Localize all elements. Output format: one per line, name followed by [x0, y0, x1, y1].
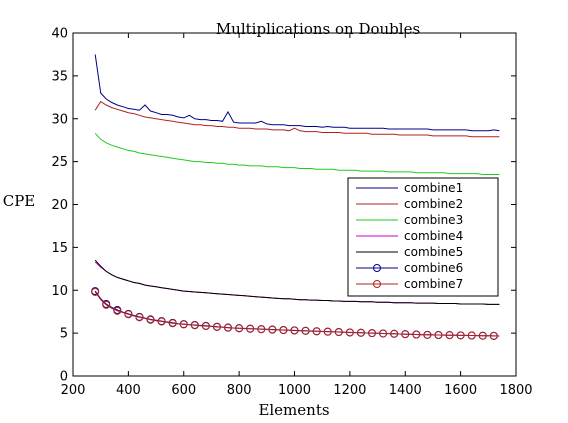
- legend-label-combine2: combine2: [404, 197, 463, 211]
- y-tick-label: 25: [51, 155, 68, 170]
- x-tick-label: 1400: [389, 383, 422, 398]
- legend-label-combine3: combine3: [404, 213, 463, 227]
- x-tick-label: 1200: [333, 383, 366, 398]
- x-tick-label: 600: [171, 383, 196, 398]
- y-tick-label: 35: [51, 69, 68, 84]
- x-tick-label: 400: [116, 383, 141, 398]
- y-axis-label: CPE: [3, 192, 36, 210]
- series-line-combine2: [95, 102, 499, 137]
- chart-title: Multiplications on Doubles: [216, 20, 420, 38]
- series-line-combine1: [95, 54, 499, 130]
- legend-label-combine4: combine4: [404, 229, 463, 243]
- y-tick-label: 20: [51, 198, 68, 213]
- x-tick-label: 200: [61, 383, 86, 398]
- x-axis-label: Elements: [258, 401, 329, 419]
- legend: combine1 combine2 combine3 combine4 combine5…: [348, 178, 498, 296]
- y-tick-label: 30: [51, 112, 68, 127]
- legend-label-combine6: combine6: [404, 261, 463, 275]
- y-tick-label: 0: [60, 370, 68, 385]
- legend-label-combine5: combine5: [404, 245, 463, 259]
- series-line-combine3: [95, 133, 499, 174]
- x-tick-label: 1000: [278, 383, 311, 398]
- y-tick-label: 5: [60, 327, 68, 342]
- legend-label-combine7: combine7: [404, 277, 463, 291]
- x-tick-label: 1600: [444, 383, 477, 398]
- y-tick-label: 10: [51, 284, 68, 299]
- x-tick-label: 1800: [499, 383, 532, 398]
- y-tick-label: 15: [51, 241, 68, 256]
- y-tick-label: 40: [51, 27, 68, 42]
- legend-label-combine1: combine1: [404, 181, 463, 195]
- x-tick-label: 800: [227, 383, 252, 398]
